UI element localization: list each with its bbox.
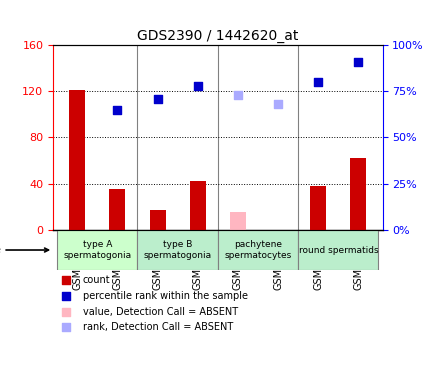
Text: type B
spermatogonia: type B spermatogonia — [144, 240, 212, 260]
Text: rank, Detection Call = ABSENT: rank, Detection Call = ABSENT — [83, 322, 233, 332]
Point — [194, 82, 201, 88]
Point — [315, 79, 322, 85]
Point — [235, 92, 241, 98]
Point — [275, 101, 281, 107]
Point — [355, 58, 362, 64]
Text: round spermatids: round spermatids — [298, 246, 378, 255]
Point — [154, 96, 161, 102]
FancyBboxPatch shape — [298, 230, 379, 270]
Point — [334, 241, 341, 247]
Text: value, Detection Call = ABSENT: value, Detection Call = ABSENT — [83, 306, 238, 316]
FancyBboxPatch shape — [137, 230, 218, 270]
Point — [74, 18, 81, 24]
Bar — [230, 213, 246, 230]
FancyBboxPatch shape — [218, 230, 298, 270]
Bar — [109, 189, 125, 230]
Bar — [350, 158, 366, 230]
FancyBboxPatch shape — [57, 230, 137, 270]
Text: count: count — [83, 275, 110, 285]
Title: GDS2390 / 1442620_at: GDS2390 / 1442620_at — [137, 28, 298, 43]
Text: percentile rank within the sample: percentile rank within the sample — [83, 291, 248, 301]
Point — [114, 106, 121, 112]
Text: type A
spermatogonia: type A spermatogonia — [63, 240, 131, 260]
Text: cell type: cell type — [0, 245, 48, 255]
Bar — [310, 186, 326, 230]
Text: pachytene
spermatocytes: pachytene spermatocytes — [224, 240, 292, 260]
Bar — [150, 210, 166, 230]
Bar — [190, 181, 206, 230]
Point — [334, 97, 341, 103]
Bar — [69, 90, 85, 230]
